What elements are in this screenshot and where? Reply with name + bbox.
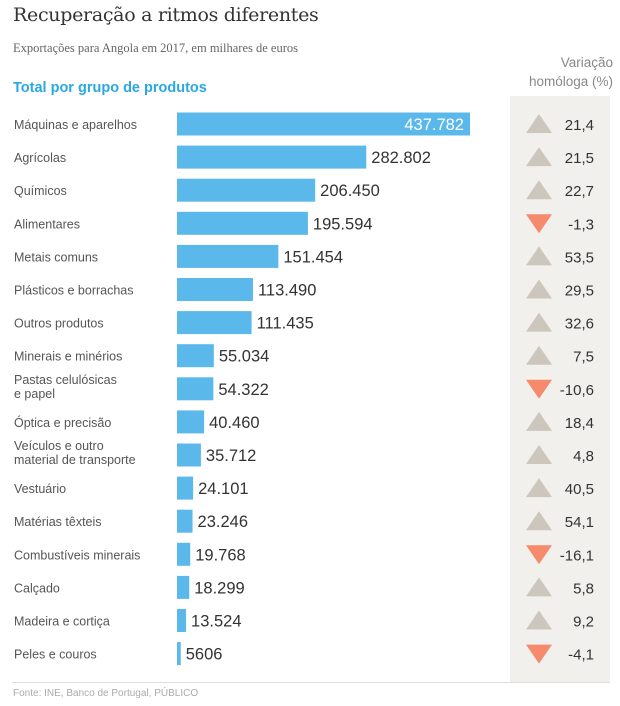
category-label: Calçado bbox=[14, 581, 60, 595]
category-label: Vestuário bbox=[14, 482, 66, 496]
section-title: Total por grupo de produtos bbox=[13, 80, 207, 96]
change-label: 7,5 bbox=[573, 349, 594, 366]
triangle-up-icon bbox=[526, 577, 552, 597]
change-label: 22,7 bbox=[565, 183, 594, 200]
change-label: 40,5 bbox=[565, 481, 594, 498]
category-label: Alimentares bbox=[14, 217, 80, 231]
bar bbox=[177, 642, 181, 666]
change-header: Variação homóloga (%) bbox=[503, 53, 613, 91]
bar bbox=[177, 575, 190, 599]
category-label: Veículos e outro bbox=[14, 439, 104, 453]
change-label: 18,4 bbox=[565, 415, 594, 432]
bar bbox=[177, 211, 308, 235]
value-label: 113.490 bbox=[258, 282, 316, 300]
change-label: 32,6 bbox=[565, 316, 594, 333]
value-label: 437.782 bbox=[404, 116, 464, 134]
value-label: 35.712 bbox=[206, 447, 256, 465]
change-label: 21,5 bbox=[565, 150, 594, 167]
bar bbox=[177, 311, 252, 335]
footer-divider bbox=[12, 682, 610, 683]
change-label: 21,4 bbox=[565, 117, 594, 134]
change-header-line-1: Variação bbox=[560, 55, 613, 70]
change-panel bbox=[510, 96, 610, 682]
category-label: Máquinas e aparelhos bbox=[14, 118, 137, 132]
chart-subtitle: Exportações para Angola em 2017, em milh… bbox=[13, 41, 298, 55]
bar bbox=[177, 509, 193, 533]
value-label: 5606 bbox=[186, 646, 223, 664]
category-label: Agrícolas bbox=[14, 151, 66, 165]
category-label: Combustíveis minerais bbox=[14, 548, 140, 562]
change-label: 53,5 bbox=[565, 249, 594, 266]
value-label: 40.460 bbox=[209, 414, 259, 432]
change-label: -4,1 bbox=[568, 647, 594, 664]
bar bbox=[177, 244, 279, 268]
category-label: Matérias têxteis bbox=[14, 515, 102, 529]
triangle-down-icon bbox=[526, 545, 552, 565]
category-label: Minerais e minérios bbox=[14, 350, 122, 364]
triangle-down-icon bbox=[526, 379, 552, 399]
bar bbox=[177, 410, 205, 434]
change-label: 9,2 bbox=[573, 614, 594, 631]
change-label: -1,3 bbox=[568, 216, 594, 233]
bar bbox=[177, 178, 316, 202]
triangle-up-icon bbox=[526, 312, 552, 332]
triangle-up-icon bbox=[526, 445, 552, 464]
triangle-down-icon bbox=[526, 644, 552, 664]
value-label: 23.246 bbox=[198, 513, 248, 531]
value-label: 151.454 bbox=[283, 248, 343, 266]
change-label: -10,6 bbox=[560, 382, 594, 399]
value-label: 55.034 bbox=[219, 348, 269, 366]
triangle-up-icon bbox=[526, 610, 552, 630]
bar bbox=[177, 112, 470, 136]
triangle-up-icon bbox=[526, 279, 552, 299]
triangle-up-icon bbox=[526, 511, 552, 531]
triangle-up-icon bbox=[526, 478, 552, 498]
category-label: Metais comuns bbox=[14, 250, 98, 264]
category-label: material de transporte bbox=[14, 453, 136, 467]
triangle-up-icon bbox=[526, 147, 552, 167]
value-label: 195.594 bbox=[313, 215, 373, 233]
value-label: 54.322 bbox=[218, 381, 268, 399]
value-label: 206.450 bbox=[320, 182, 380, 200]
source-note: Fonte: INE, Banco de Portugal, PÚBLICO bbox=[13, 688, 199, 699]
bar bbox=[177, 542, 191, 566]
bar bbox=[177, 476, 194, 500]
triangle-up-icon bbox=[526, 180, 552, 200]
category-label: Plásticos e borrachas bbox=[14, 284, 134, 298]
change-label: 5,8 bbox=[573, 580, 594, 597]
change-label: 54,1 bbox=[565, 514, 594, 531]
change-header-line-2: homóloga (%) bbox=[528, 74, 613, 89]
change-label: 4,8 bbox=[573, 448, 594, 465]
category-label: e papel bbox=[14, 387, 55, 401]
triangle-up-icon bbox=[526, 246, 552, 266]
bar bbox=[177, 278, 253, 301]
bar bbox=[177, 145, 367, 169]
change-label: -16,1 bbox=[560, 547, 594, 564]
category-label: Peles e couros bbox=[14, 648, 97, 662]
triangle-up-icon bbox=[526, 345, 552, 365]
category-label: Outros produtos bbox=[14, 317, 104, 331]
category-label: Óptica e precisão bbox=[14, 415, 111, 430]
value-label: 18.299 bbox=[194, 579, 244, 597]
value-label: 282.802 bbox=[371, 149, 431, 167]
value-label: 19.768 bbox=[195, 546, 245, 564]
category-label: Madeira e cortiça bbox=[14, 615, 110, 629]
bar bbox=[177, 344, 214, 368]
triangle-up-icon bbox=[526, 411, 552, 431]
triangle-up-icon bbox=[526, 114, 552, 133]
bar bbox=[177, 377, 214, 401]
bar bbox=[177, 609, 187, 632]
value-label: 13.524 bbox=[191, 613, 241, 631]
value-label: 111.435 bbox=[257, 315, 314, 333]
triangle-down-icon bbox=[526, 214, 552, 234]
chart-title: Recuperação a ritmos diferentes bbox=[13, 4, 319, 26]
category-label: Químicos bbox=[14, 184, 67, 198]
value-label: 24.101 bbox=[198, 480, 248, 498]
category-label: Pastas celulósicas bbox=[14, 373, 117, 387]
bar bbox=[177, 443, 201, 467]
change-label: 29,5 bbox=[565, 283, 594, 300]
